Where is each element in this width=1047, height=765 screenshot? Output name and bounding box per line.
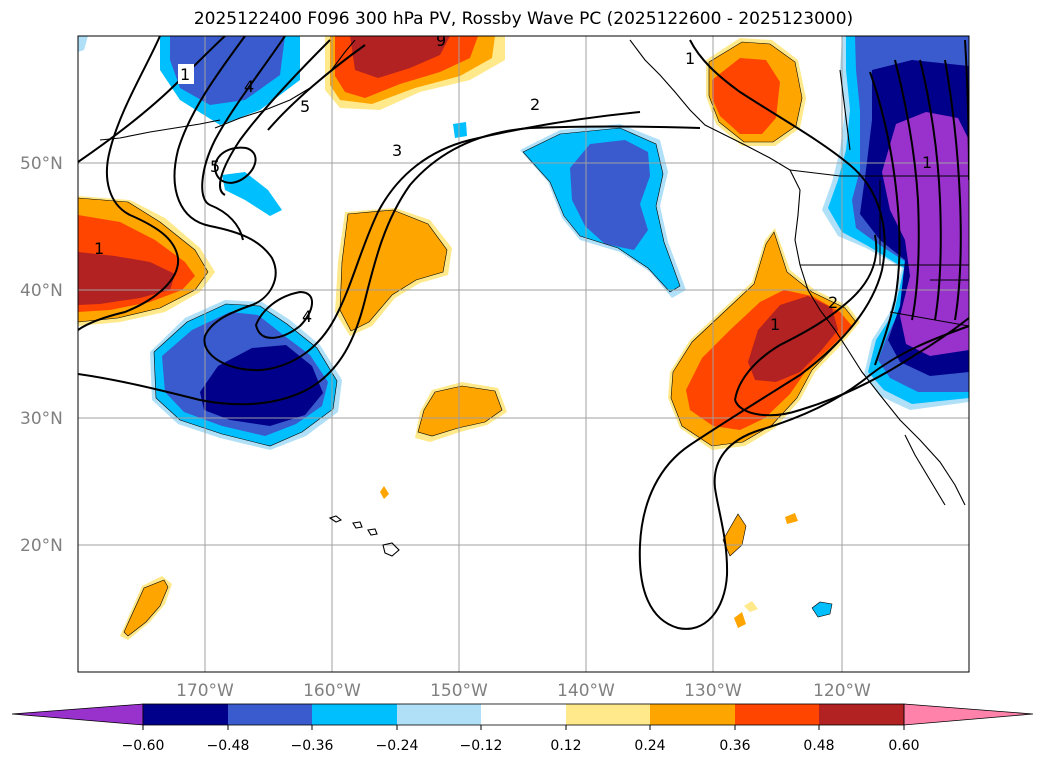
contour-label: 1 [180, 65, 190, 84]
colorbar-segment [481, 704, 566, 725]
positive-anomaly-region [380, 486, 389, 499]
lat-label: 30°N [20, 409, 63, 429]
contour-label: 5 [300, 97, 310, 116]
colorbar-segment [397, 704, 481, 725]
colorbar-extend-low [11, 703, 144, 726]
contour-label: 9 [436, 31, 446, 50]
colorbar-tick-label: −0.24 [376, 738, 419, 754]
lon-label: 160°W [303, 681, 361, 701]
gridlines [78, 36, 969, 672]
colorbar-tick-label: −0.48 [207, 738, 250, 754]
hawaiian-islands [328, 515, 400, 557]
colorbar-segment [312, 704, 397, 725]
colorbar-segment [819, 704, 904, 725]
colorbar-tick-label: 0.36 [719, 738, 750, 754]
colorbar-extend-high [903, 703, 1034, 726]
colorbar-tick-label: 0.12 [550, 738, 581, 754]
contour-label: 4 [244, 77, 254, 96]
contour-label: 4 [302, 307, 312, 326]
negative-anomaly-region [170, 36, 285, 105]
contour-label: 1 [94, 239, 104, 258]
colorbar-tick-label: 0.48 [803, 738, 834, 754]
positive-anomaly-region [785, 513, 798, 524]
positive-anomaly-region [350, 36, 450, 78]
lon-label: 140°W [557, 681, 615, 701]
contour-label: 3 [392, 141, 402, 160]
positive-anomaly-region [734, 612, 746, 628]
map-area: 1 1 1 1 1 2 2 3 4 4 5 5 9 [78, 31, 969, 672]
contour-label: 1 [685, 49, 695, 68]
negative-anomaly-region [222, 172, 282, 216]
positive-anomaly-region [744, 601, 758, 612]
pv-contours [78, 36, 969, 630]
contour-labels: 1 1 1 1 1 2 2 3 4 4 5 5 9 [94, 31, 932, 334]
contour-label: 5 [210, 157, 220, 176]
coastlines [99, 39, 969, 506]
colorbar-segment [566, 704, 650, 725]
lon-label: 170°W [176, 681, 234, 701]
contour-label: 1 [922, 153, 932, 172]
lat-label: 40°N [20, 281, 63, 301]
colorbar-segment [650, 704, 735, 725]
map-frame [77, 35, 970, 673]
colorbar-tick-label: 0.24 [634, 738, 665, 754]
colorbar-segment [228, 704, 312, 725]
contour-label: 2 [530, 95, 540, 114]
lon-label: 120°W [813, 681, 871, 701]
negative-anomaly-region [78, 36, 88, 52]
longitude-labels: 170°W 160°W 150°W 140°W 130°W 120°W [176, 681, 871, 701]
negative-anomaly-region [570, 140, 650, 250]
negative-anomaly-region [882, 112, 969, 356]
lon-label: 150°W [430, 681, 488, 701]
colorbar-tick-label: −0.12 [460, 738, 503, 754]
contour-label: 1 [770, 315, 780, 334]
colorbar-tick-label: −0.36 [291, 738, 334, 754]
lat-label: 20°N [20, 536, 63, 556]
colorbar-tick-label: −0.60 [122, 738, 165, 754]
negative-anomaly-region [453, 122, 467, 138]
positive-anomaly-region [418, 386, 502, 436]
colorbar-segment [143, 704, 228, 725]
colorbar-segment [735, 704, 819, 725]
lon-label: 130°W [684, 681, 742, 701]
contour-label: 2 [828, 293, 838, 312]
plot-title: 2025122400 F096 300 hPa PV, Rossby Wave … [193, 9, 854, 29]
positive-anomaly-region [78, 252, 175, 305]
colorbar-tick-label: 0.60 [888, 738, 919, 754]
colorbar: −0.60 −0.48 −0.36 −0.24 −0.12 0.12 0.24 … [11, 703, 1034, 754]
latitude-labels: 50°N 40°N 30°N 20°N [20, 154, 63, 556]
lat-label: 50°N [20, 154, 63, 174]
positive-anomaly-region [124, 580, 168, 636]
negative-anomaly-region [812, 602, 832, 617]
